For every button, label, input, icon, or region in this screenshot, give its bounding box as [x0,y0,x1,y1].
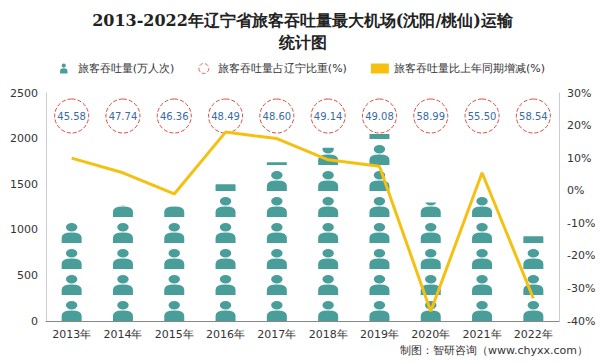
svg-text:55.50: 55.50 [468,111,497,122]
svg-text:46.36: 46.36 [160,111,189,122]
svg-text:58.99: 58.99 [416,111,445,122]
svg-text:500: 500 [17,269,38,282]
svg-text:-30%: -30% [567,282,595,295]
svg-text:30%: 30% [567,87,591,100]
svg-text:58.54: 58.54 [519,111,548,122]
svg-text:47.74: 47.74 [109,111,138,122]
svg-text:2017年: 2017年 [257,328,296,341]
svg-text:1000: 1000 [10,223,38,236]
svg-text:2021年: 2021年 [463,328,502,341]
svg-text:45.58: 45.58 [57,111,86,122]
svg-text:制图：智研咨询（www.chyxx.com）: 制图：智研咨询（www.chyxx.com） [400,344,588,357]
svg-text:49.08: 49.08 [365,111,394,122]
svg-text:49.14: 49.14 [314,111,343,122]
svg-text:-10%: -10% [567,217,595,230]
svg-text:-40%: -40% [567,315,595,328]
svg-text:2000: 2000 [10,132,38,145]
svg-text:2019年: 2019年 [360,328,399,341]
svg-text:2015年: 2015年 [155,328,194,341]
svg-text:0: 0 [31,315,38,328]
svg-text:2014年: 2014年 [103,328,142,341]
svg-text:2020年: 2020年 [411,328,450,341]
svg-text:旅客吞吐量(万人次): 旅客吞吐量(万人次) [78,62,175,75]
svg-text:1500: 1500 [10,178,38,191]
svg-text:-20%: -20% [567,249,595,262]
svg-text:10%: 10% [567,152,591,165]
svg-text:2500: 2500 [10,87,38,100]
svg-text:48.49: 48.49 [211,111,240,122]
svg-text:旅客吞吐量占辽宁比重(%): 旅客吞吐量占辽宁比重(%) [218,62,347,75]
svg-text:旅客吞吐量比上年同期增减(%): 旅客吞吐量比上年同期增减(%) [394,62,545,75]
svg-text:2018年: 2018年 [309,328,348,341]
svg-text:统计图: 统计图 [278,33,327,52]
svg-text:2013年: 2013年 [52,328,91,341]
svg-text:2016年: 2016年 [206,328,245,341]
svg-text:20%: 20% [567,119,591,132]
svg-text:2022年: 2022年 [514,328,553,341]
svg-text:0%: 0% [567,184,584,197]
svg-text:2013-2022年辽宁省旅客吞吐量最大机场(沈阳/桃仙)运: 2013-2022年辽宁省旅客吞吐量最大机场(沈阳/桃仙)运输 [92,11,514,30]
svg-text:48.60: 48.60 [263,111,292,122]
